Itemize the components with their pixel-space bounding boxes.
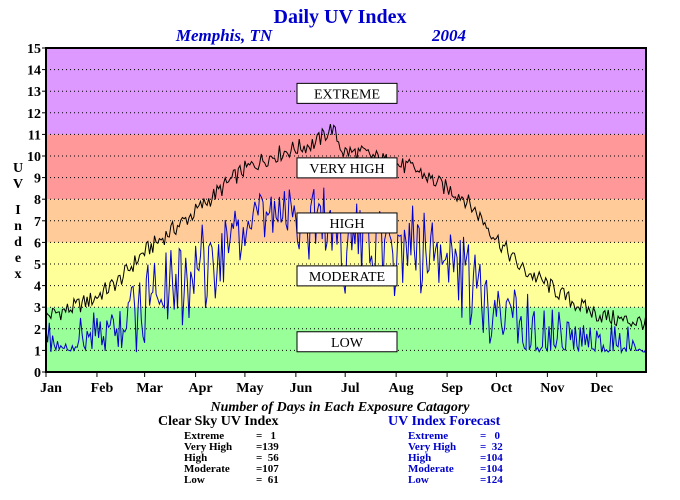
band-labels: LOW MODERATE HIGH VERY HIGH EXTREME [296,82,398,353]
series-line-1 [45,123,647,331]
band-label: EXTREME [314,87,380,102]
clear-sky-row: Extreme = 1 [184,431,276,442]
forecast-row: Moderate =104 [408,464,503,475]
forecast-row-value: =124 [480,474,503,486]
clear-sky-row-value: =107 [256,463,279,475]
forecast-row: Very High = 32 [408,442,503,453]
y-tick-label: 7 [34,215,41,230]
x-tick-label: Aug [389,381,414,396]
band-label-box [296,265,398,287]
band-label-box [296,212,398,234]
y-tick-label: 11 [28,128,41,143]
y-tick-label: 15 [27,42,41,57]
clear-sky-row-value: =139 [256,441,279,453]
y-tick-label: 10 [27,150,41,165]
y-tick-label: 9 [34,172,41,187]
y-tick-label: 2 [34,323,41,338]
clear-sky-row-label: High [184,452,208,464]
y-tick-label: 12 [27,107,41,122]
chart-year: 2004 [431,26,466,45]
x-tick-label: Sep [441,381,463,396]
band-label-box [296,157,398,179]
clear-sky-row-label: Low [184,474,205,486]
clear-sky-row-label: Extreme [184,430,225,442]
y-tick-label: 14 [27,64,41,79]
y-tick-label: 4 [34,280,41,295]
clear-sky-row-value: = 56 [256,452,279,464]
forecast-row-label: Low [408,474,429,486]
y-tick-label: 13 [27,85,41,100]
x-tick-label: Jul [341,381,360,396]
band-label: VERY HIGH [309,162,384,177]
plot-frame [45,47,647,373]
y-tick-label: 8 [34,193,41,208]
clear-sky-row: High = 56 [184,453,279,464]
forecast-row-label: Moderate [408,463,454,475]
x-tick-label: Feb [91,381,114,396]
x-tick-label: Jan [40,381,62,396]
forecast-row: High =104 [408,453,503,464]
forecast-row-label: Extreme [408,430,449,442]
x-tick-label: Mar [136,381,162,396]
forecast-row-value: =104 [480,463,503,475]
forecast-row-label: High [408,452,432,464]
clear-sky-row-value: = 61 [256,474,279,486]
y-tick-label: 6 [34,236,41,251]
forecast-row: Low =124 [408,475,503,486]
band-label-box [296,331,398,353]
y-tick-label: 3 [34,301,41,316]
clear-sky-row: Very High =139 [184,442,279,453]
band-label: LOW [331,336,364,351]
chart-title: Daily UV Index [274,6,407,28]
clear-sky-row-label: Moderate [184,463,230,475]
x-tick-label: Apr [189,381,213,396]
forecast-row-value: =104 [480,452,503,464]
forecast-row: Extreme = 0 [408,431,500,442]
band-label: HIGH [330,217,365,232]
forecast-title: UV Index Forecast [388,414,501,429]
x-tick-label: Oct [491,381,513,396]
clear-sky-row-label: Very High [184,441,233,453]
x-tick-label: Nov [540,381,564,396]
clear-sky-row: Moderate =107 [184,464,279,475]
forecast-row-value: = 32 [480,441,503,453]
band-label-box [296,82,398,104]
x-tick-label: Dec [590,381,613,396]
y-tick-label: 5 [34,258,41,273]
clear-sky-row: Low = 61 [184,475,279,486]
y-tick-label: 1 [34,344,41,359]
x-tick-label: May [236,381,263,396]
clear-sky-title: Clear Sky UV Index [158,414,279,429]
band-label: MODERATE [309,270,385,285]
x-axis-ticks: Jan Feb Mar Apr May Jun Jul Aug Sep Oct Nov Dec [40,372,613,396]
forecast-row-label: Very High [408,441,457,453]
forecast-row-value: = 0 [480,430,501,442]
y-tick-label: 0 [34,366,41,381]
days-caption: Number of Days in Each Exposure Catagory [210,400,470,415]
clear-sky-row-value: = 1 [256,430,277,442]
chart-location: Memphis, TN [175,26,273,45]
x-tick-label: Jun [290,381,313,396]
